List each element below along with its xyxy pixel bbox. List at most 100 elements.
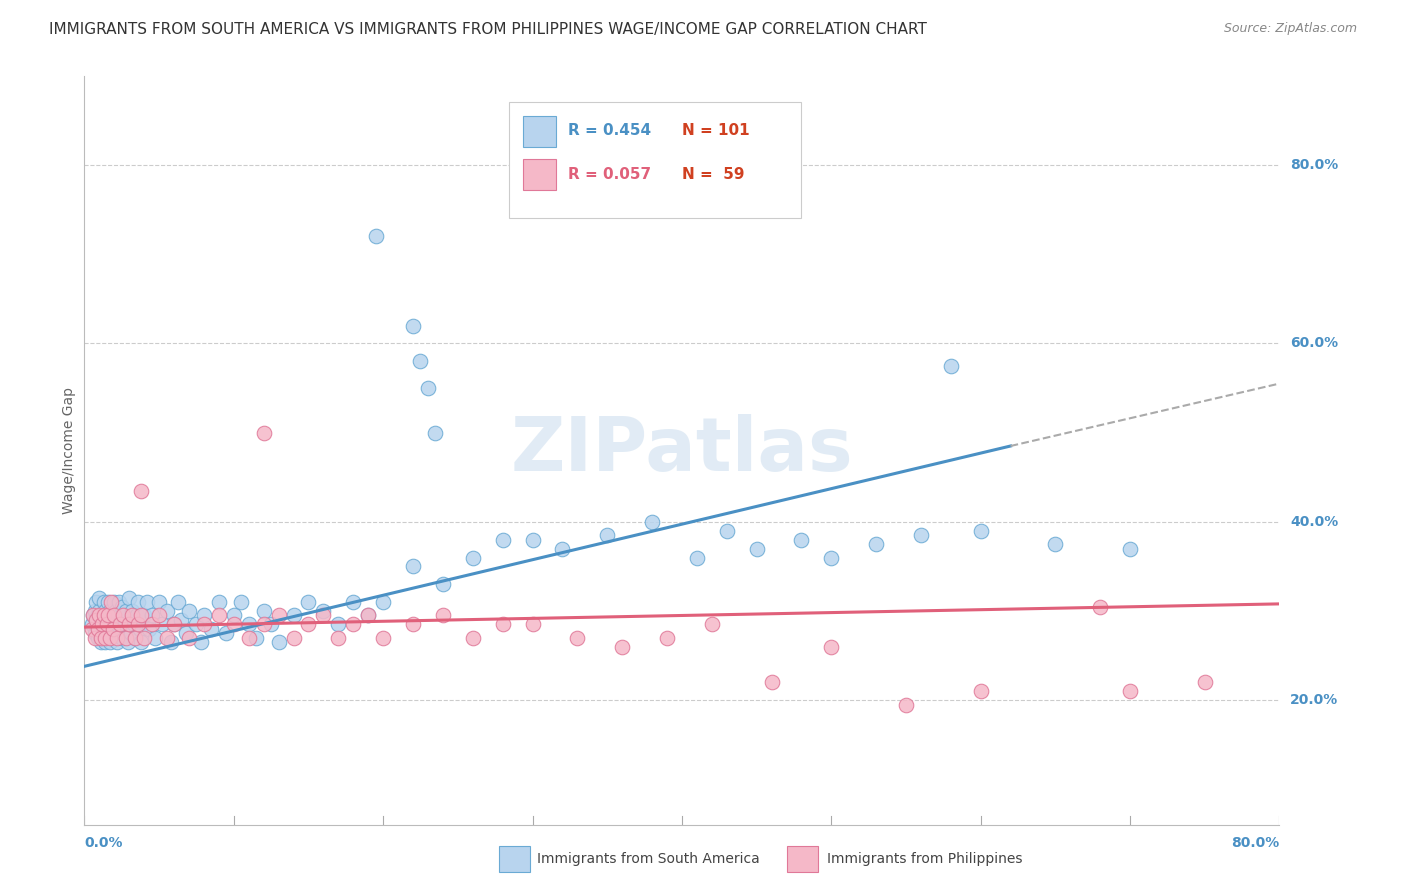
Point <box>127 595 149 609</box>
Point <box>253 604 276 618</box>
Point <box>141 617 163 632</box>
Point <box>121 604 143 618</box>
Point <box>111 599 134 614</box>
Point <box>120 626 142 640</box>
Text: Immigrants from Philippines: Immigrants from Philippines <box>827 852 1022 866</box>
Point <box>96 626 118 640</box>
Text: 80.0%: 80.0% <box>1232 836 1279 850</box>
Point <box>129 608 152 623</box>
Point <box>567 631 589 645</box>
Point <box>98 631 121 645</box>
Text: 20.0%: 20.0% <box>1289 693 1339 707</box>
Y-axis label: Wage/Income Gap: Wage/Income Gap <box>62 387 76 514</box>
Point <box>402 617 425 632</box>
Point <box>80 617 103 632</box>
Point <box>122 617 145 632</box>
Point <box>143 631 166 645</box>
Point <box>167 595 190 609</box>
Point <box>87 608 110 623</box>
Point <box>91 617 114 632</box>
Point <box>312 608 335 623</box>
Point <box>91 608 114 623</box>
Point <box>138 622 160 636</box>
Point <box>939 359 962 373</box>
Point <box>522 617 544 632</box>
Point <box>190 635 212 649</box>
Point <box>82 608 104 623</box>
Point <box>96 613 118 627</box>
Text: 80.0%: 80.0% <box>1289 158 1339 172</box>
Point <box>328 617 350 632</box>
Point <box>177 604 200 618</box>
Point <box>686 550 709 565</box>
Point <box>103 595 125 609</box>
Point <box>89 608 111 623</box>
Point <box>612 640 634 654</box>
Text: 0.0%: 0.0% <box>84 836 122 850</box>
Point <box>432 608 454 623</box>
Text: IMMIGRANTS FROM SOUTH AMERICA VS IMMIGRANTS FROM PHILIPPINES WAGE/INCOME GAP COR: IMMIGRANTS FROM SOUTH AMERICA VS IMMIGRA… <box>49 22 927 37</box>
Point <box>112 608 135 623</box>
Point <box>215 626 238 640</box>
Point <box>328 631 350 645</box>
Point <box>82 608 104 623</box>
Point <box>94 631 117 645</box>
Point <box>103 608 125 623</box>
Point <box>238 617 260 632</box>
Point <box>80 622 103 636</box>
Point <box>111 631 134 645</box>
Point <box>155 631 177 645</box>
Point <box>170 613 193 627</box>
Point <box>596 528 619 542</box>
Text: 60.0%: 60.0% <box>1289 336 1339 351</box>
Point <box>93 595 115 609</box>
Point <box>253 425 276 440</box>
Point <box>86 617 108 632</box>
Point <box>118 591 141 605</box>
Point <box>94 604 117 618</box>
Point <box>100 595 122 609</box>
Text: N =  59: N = 59 <box>682 167 744 182</box>
Point <box>87 622 110 636</box>
Point <box>1045 537 1067 551</box>
Point <box>200 622 222 636</box>
Point <box>970 524 993 538</box>
Point <box>492 533 515 547</box>
Point <box>90 631 112 645</box>
Point <box>253 617 276 632</box>
FancyBboxPatch shape <box>509 102 801 219</box>
Point <box>155 604 177 618</box>
Point <box>551 541 574 556</box>
Point <box>342 595 364 609</box>
Point <box>364 229 387 244</box>
Point <box>865 537 887 551</box>
Point <box>373 595 395 609</box>
Point <box>461 550 484 565</box>
Point <box>83 626 105 640</box>
Point <box>110 617 132 632</box>
Point <box>174 626 197 640</box>
Point <box>283 631 305 645</box>
Point <box>522 533 544 547</box>
Point <box>820 550 842 565</box>
Point <box>115 631 138 645</box>
Point <box>745 541 768 556</box>
FancyBboxPatch shape <box>523 159 557 191</box>
Point <box>86 613 108 627</box>
Point <box>425 425 447 440</box>
Point <box>177 631 200 645</box>
Point <box>186 617 208 632</box>
Point <box>97 617 120 632</box>
Point <box>148 608 170 623</box>
Point <box>820 640 842 654</box>
Text: R = 0.454: R = 0.454 <box>568 123 651 138</box>
Point <box>89 604 111 618</box>
Point <box>128 622 150 636</box>
Point <box>83 631 105 645</box>
Point <box>432 577 454 591</box>
Point <box>89 591 111 605</box>
Point <box>160 635 183 649</box>
Point <box>402 559 425 574</box>
Point <box>342 617 364 632</box>
Point <box>89 622 111 636</box>
